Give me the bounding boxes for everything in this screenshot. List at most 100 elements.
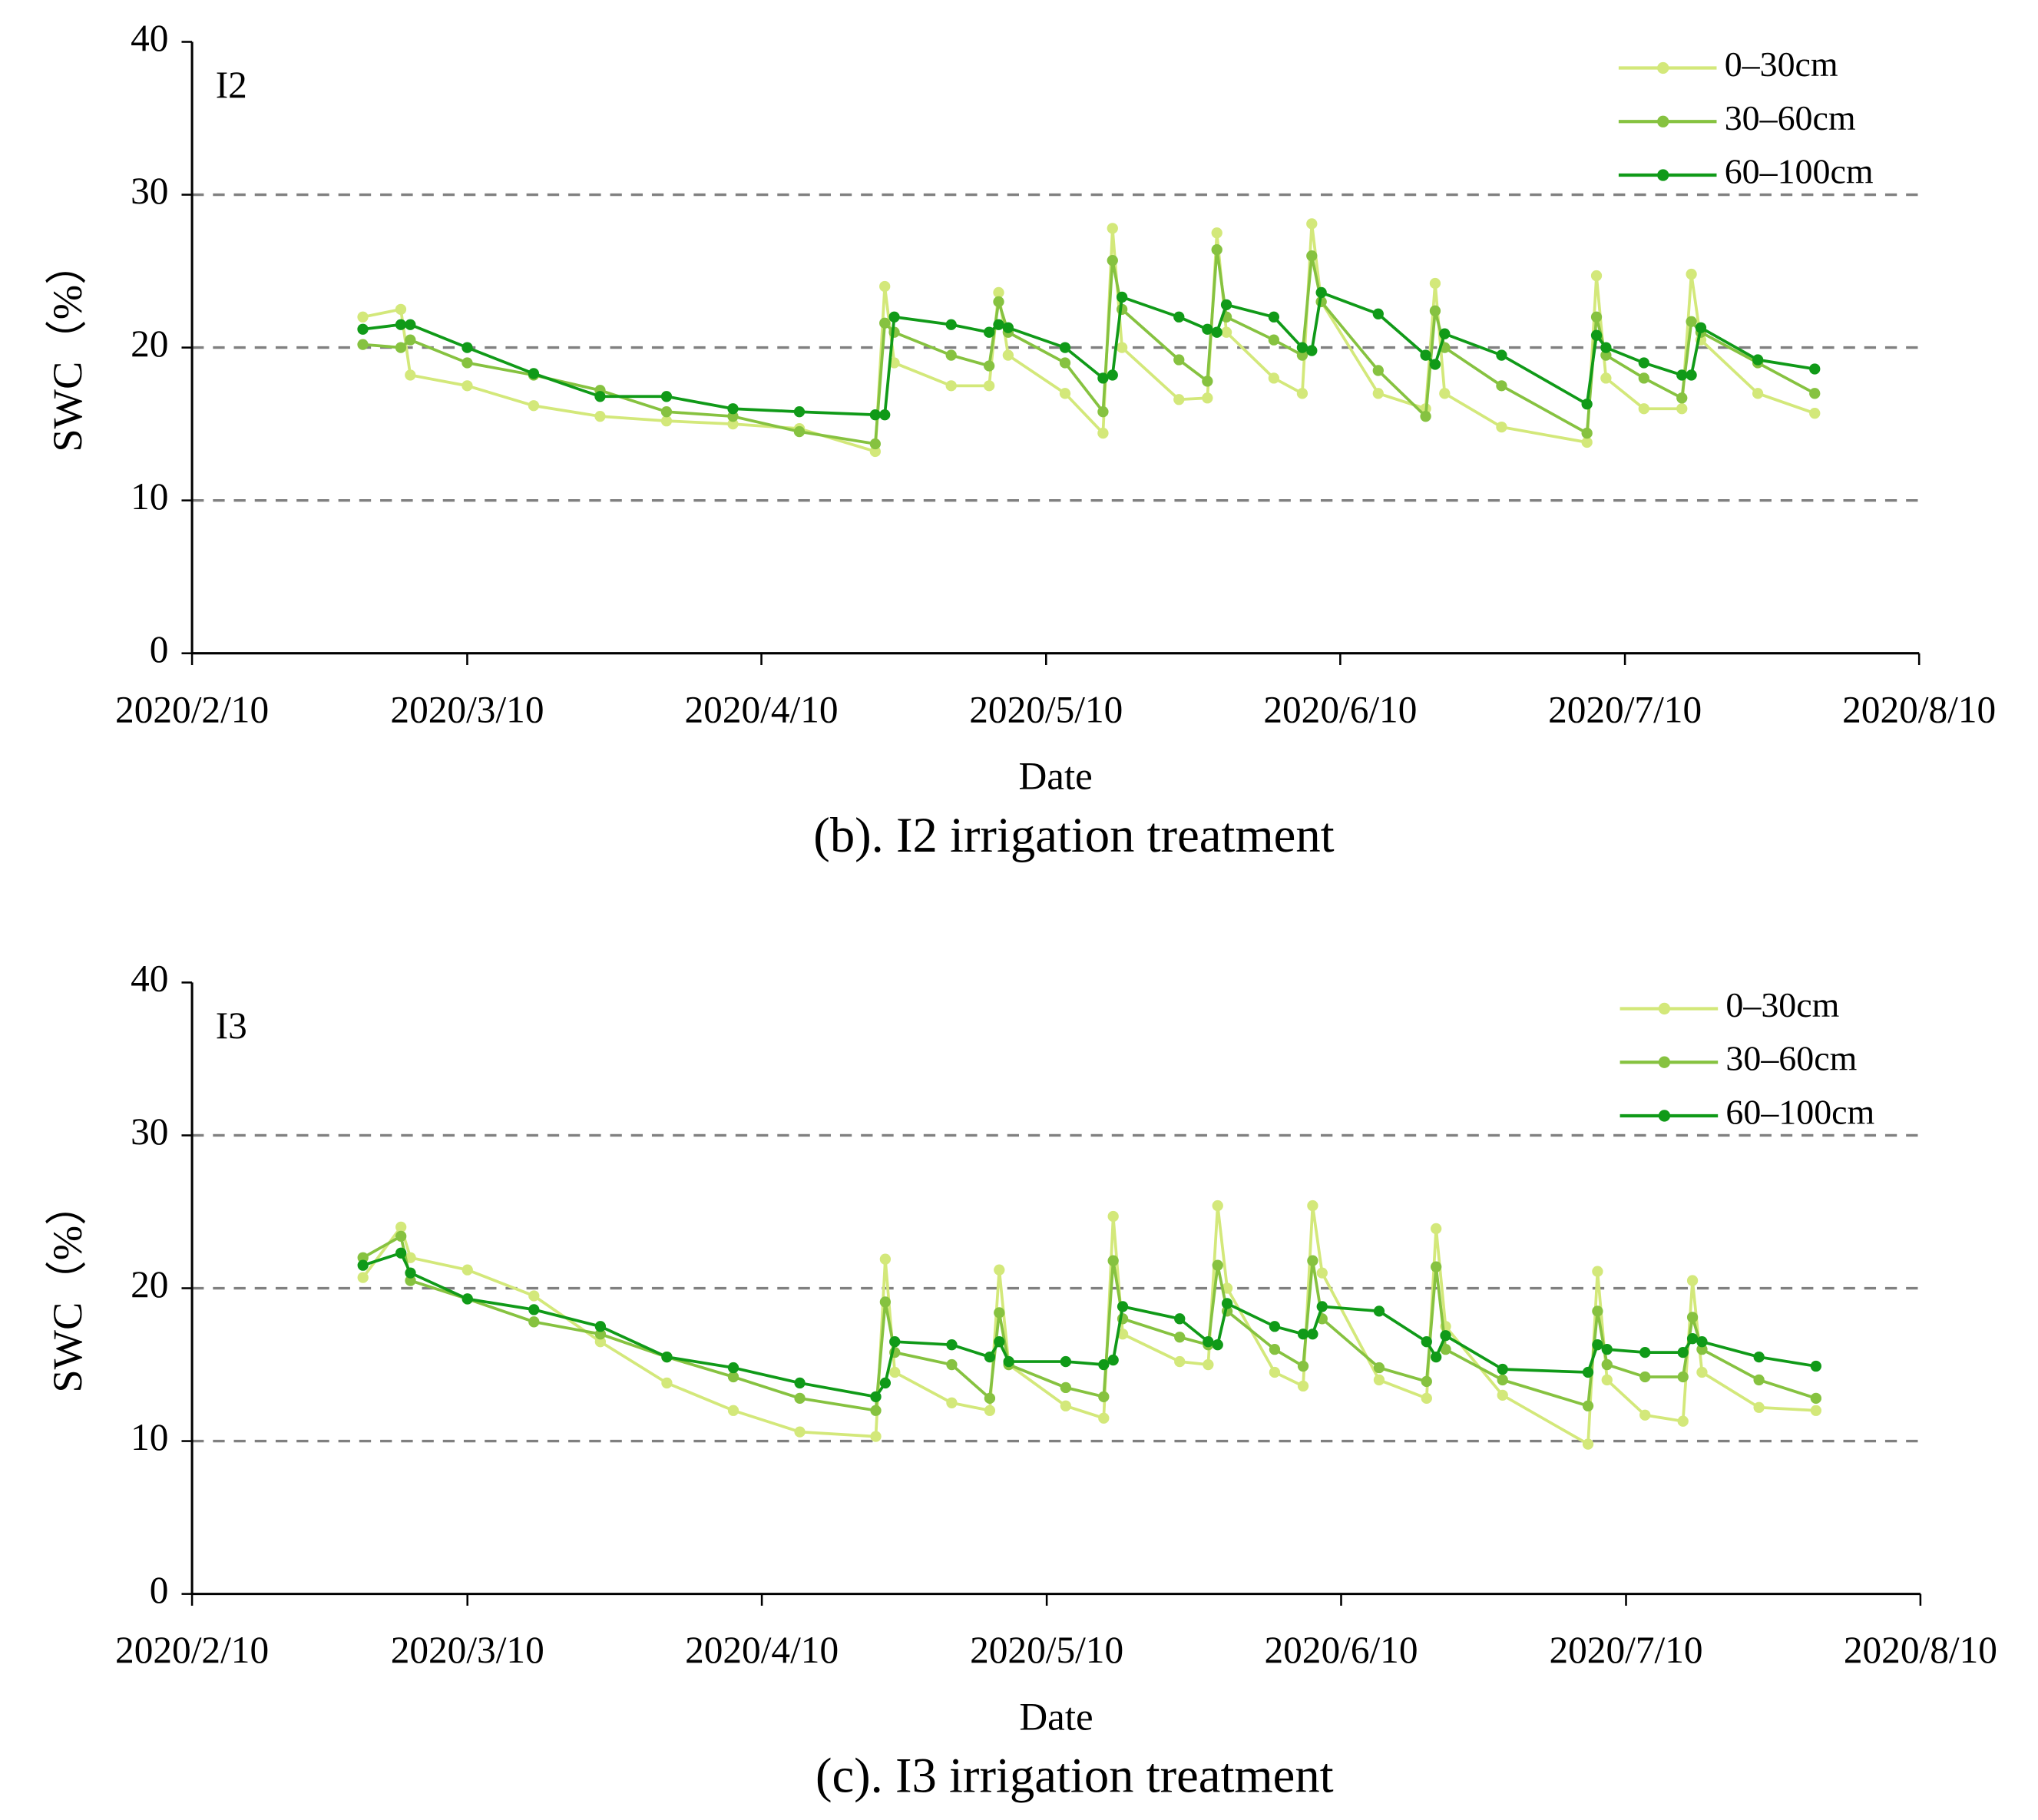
data-point (1117, 1329, 1129, 1340)
y-tick-label: 30 (131, 1110, 168, 1153)
data-point (1297, 1360, 1309, 1372)
data-point (993, 319, 1004, 330)
data-point (1497, 1363, 1508, 1375)
data-point (869, 445, 881, 458)
x-tick-label: 2020/3/10 (391, 1629, 544, 1671)
data-point (1686, 1312, 1699, 1323)
legend-label: 60–100cm (1725, 1092, 1874, 1131)
data-point (889, 1366, 901, 1378)
series-line (362, 1205, 1816, 1447)
data-point (1582, 1400, 1594, 1411)
data-point (879, 409, 891, 421)
data-point (1060, 1382, 1071, 1394)
legend-marker (1658, 1056, 1671, 1068)
x-tick-label: 2020/8/10 (1844, 1629, 1997, 1671)
data-point (1212, 1200, 1223, 1212)
data-point (1638, 403, 1649, 415)
data-point (1582, 1366, 1594, 1378)
data-point (793, 406, 806, 418)
data-point (1431, 1261, 1442, 1272)
legend-label: 0–30cm (1725, 45, 1838, 84)
data-point (1202, 392, 1213, 404)
data-point (727, 418, 739, 430)
data-point (1429, 277, 1441, 290)
data-point (993, 286, 1004, 299)
legend-label: 60–100cm (1725, 152, 1874, 191)
data-point (983, 360, 995, 372)
data-point (1753, 1374, 1765, 1386)
data-point (661, 1351, 673, 1363)
data-point (357, 1259, 369, 1271)
data-point (794, 1426, 806, 1438)
data-point (462, 357, 473, 369)
data-point (1373, 1374, 1385, 1386)
data-point (879, 317, 891, 329)
data-point (357, 339, 369, 350)
data-point (395, 1221, 407, 1233)
data-point (1316, 1301, 1328, 1312)
data-point (528, 1316, 540, 1328)
data-point (1212, 1339, 1223, 1351)
data-point (405, 1267, 416, 1279)
data-point (1202, 323, 1213, 335)
data-point (1202, 376, 1213, 387)
data-point (1203, 1358, 1214, 1371)
data-point (1297, 1380, 1309, 1392)
data-point (1107, 1354, 1119, 1366)
data-point (1676, 369, 1688, 381)
data-point (945, 349, 957, 361)
data-point (994, 1307, 1005, 1319)
data-point (405, 319, 416, 330)
data-point (1497, 1374, 1508, 1386)
data-point (994, 1336, 1005, 1348)
data-point (1174, 1332, 1186, 1343)
data-point (1686, 1275, 1699, 1286)
data-point (1676, 392, 1688, 404)
series-line (362, 249, 1816, 446)
data-point (594, 1321, 607, 1332)
data-point (1268, 311, 1280, 323)
data-point (1420, 411, 1431, 422)
data-point (1600, 342, 1612, 353)
data-point (1117, 1301, 1129, 1312)
data-point (1581, 399, 1593, 410)
data-point (405, 369, 416, 381)
data-point (945, 380, 957, 392)
x-axis-label: Date (1018, 755, 1092, 798)
data-point (1107, 1255, 1119, 1266)
data-point (1752, 388, 1764, 399)
data-point (1696, 1343, 1708, 1355)
data-point (462, 380, 473, 392)
series-line (362, 223, 1815, 454)
data-point (1221, 1298, 1233, 1309)
data-point (1809, 363, 1821, 375)
y-tick-label: 10 (131, 475, 168, 518)
data-point (1107, 369, 1118, 381)
data-point (1809, 408, 1821, 419)
data-point (879, 1377, 892, 1389)
data-point (870, 1405, 882, 1416)
x-tick-label: 2020/2/10 (115, 1629, 269, 1671)
data-point (1677, 1371, 1689, 1383)
data-point (1686, 268, 1697, 280)
y-tick-label: 40 (131, 17, 168, 59)
data-point (660, 406, 673, 418)
data-point (1810, 1360, 1821, 1372)
data-point (1676, 403, 1688, 415)
panel-label: I3 (216, 1004, 247, 1047)
data-point (1496, 349, 1507, 361)
data-point (727, 1371, 739, 1383)
data-point (946, 1358, 958, 1371)
legend-marker (1657, 169, 1669, 181)
data-point (1212, 1259, 1223, 1271)
data-point (945, 319, 957, 330)
data-point (1696, 1336, 1708, 1348)
data-point (1592, 1305, 1603, 1317)
data-point (1639, 1409, 1651, 1421)
data-point (1431, 1223, 1442, 1235)
data-point (984, 1405, 996, 1416)
data-point (462, 1293, 473, 1305)
data-point (1060, 1400, 1071, 1411)
x-tick-label: 2020/6/10 (1263, 688, 1417, 730)
data-point (727, 403, 739, 415)
